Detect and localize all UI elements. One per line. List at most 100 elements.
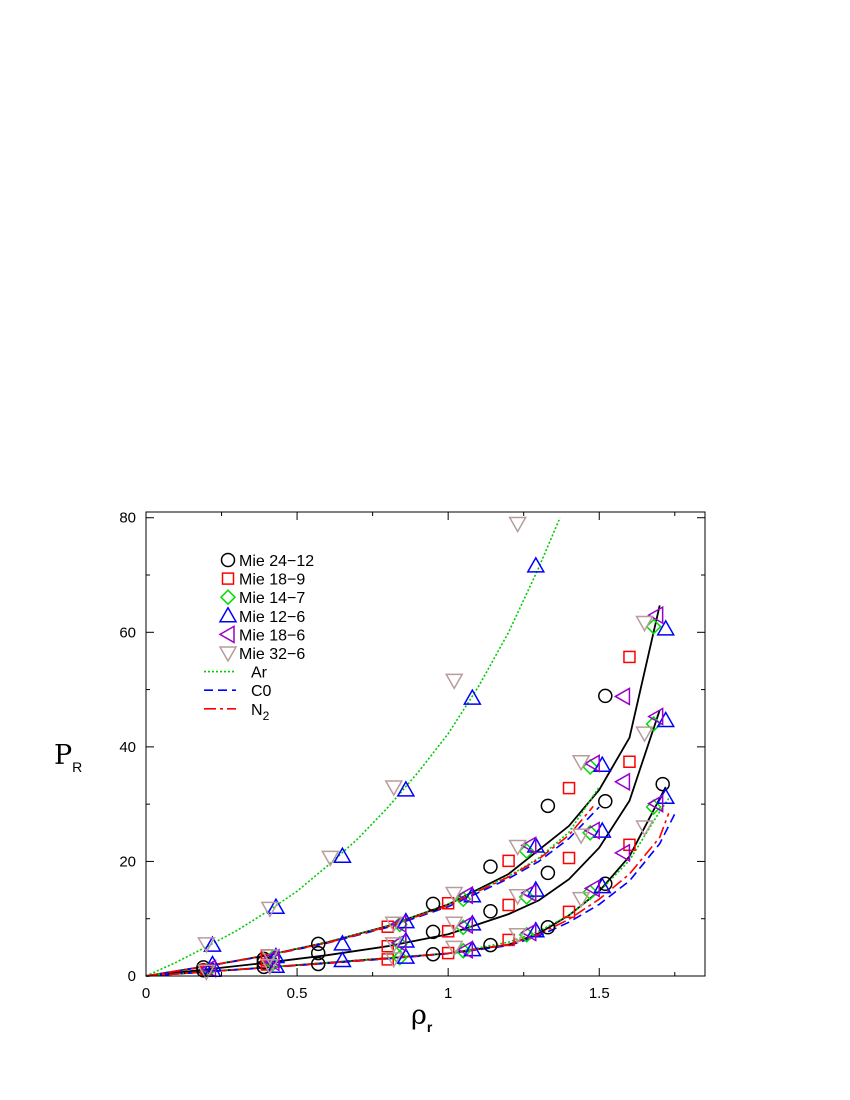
- x-axis-title: ρr: [411, 1000, 433, 1035]
- x-axis-title-main: ρ: [411, 1000, 427, 1031]
- legend-label-ar: Ar: [251, 665, 268, 682]
- point-mie-32-6: [321, 850, 340, 867]
- point-mie-18-9: [562, 851, 576, 865]
- point-mie-32-6: [444, 673, 464, 690]
- legend-label-main: N: [251, 702, 263, 719]
- point-mie-18-6: [583, 879, 600, 898]
- point-mie-18-6: [520, 923, 537, 942]
- point-mie-32-6: [571, 828, 591, 845]
- point-mie-32-6: [635, 726, 654, 743]
- point-mie-24-12: [310, 945, 326, 961]
- legend-marker-mie-14-7: [219, 589, 237, 606]
- y-tick-label: 80: [119, 510, 136, 527]
- legend-label-c0: C0: [251, 683, 272, 700]
- legend-label-mie-18-9: Mie 18−9: [239, 572, 305, 589]
- point-mie-18-9: [502, 854, 515, 868]
- point-mie-18-6: [613, 843, 631, 863]
- point-mie-14-7: [391, 949, 408, 966]
- point-mie-12-6: [203, 955, 222, 972]
- point-mie-32-6: [508, 928, 527, 945]
- legend-marker-mie-32-6: [218, 646, 238, 663]
- point-mie-18-6: [613, 772, 631, 792]
- x-axis-title-sub: r: [427, 1019, 433, 1035]
- x-tick-label: 1: [444, 985, 452, 1002]
- point-mie-18-9: [562, 781, 576, 795]
- legend-label-main: C0: [251, 683, 272, 700]
- point-mie-12-6: [592, 755, 612, 772]
- series-line-ar-middle: [145, 786, 600, 977]
- axes: 0 0.5 1 1.5 0 20 40 60 80: [119, 510, 705, 1002]
- y-axis-title: PR: [54, 740, 82, 775]
- point-mie-24-12: [425, 924, 441, 940]
- point-mie-32-6: [260, 901, 280, 918]
- point-mie-12-6: [656, 619, 676, 636]
- point-mie-32-6: [508, 839, 527, 857]
- series-line-ar: [145, 517, 561, 977]
- legend-marker-mie-12-6: [218, 606, 238, 623]
- point-mie-32-6: [384, 937, 404, 954]
- point-mie-32-6: [571, 891, 591, 909]
- point-mie-18-6: [583, 754, 600, 773]
- point-mie-18-6: [390, 933, 407, 953]
- plot-lines: [145, 517, 676, 977]
- point-mie-24-12: [540, 865, 556, 881]
- point-mie-18-9: [562, 905, 576, 919]
- point-mie-12-6: [266, 956, 286, 974]
- point-mie-12-6: [266, 897, 286, 915]
- y-tick-label: 40: [119, 739, 136, 756]
- y-tick-label: 60: [119, 624, 136, 641]
- point-mie-24-12: [425, 896, 441, 912]
- point-mie-32-6: [635, 820, 654, 837]
- point-mie-24-12: [598, 794, 613, 809]
- point-mie-32-6: [260, 949, 280, 966]
- point-mie-12-6: [396, 780, 416, 797]
- point-mie-12-6: [333, 934, 352, 951]
- x-tick-label: 0.5: [287, 985, 308, 1002]
- point-mie-24-12: [310, 956, 326, 972]
- legend-marker-mie-18-9: [221, 572, 235, 585]
- point-mie-12-6: [656, 711, 676, 728]
- legend-label-mie-18-6: Mie 18−6: [239, 627, 305, 644]
- legend-label-mie-32-6: Mie 32−6: [239, 646, 305, 663]
- point-mie-14-7: [582, 758, 599, 775]
- point-mie-18-6: [647, 794, 664, 813]
- point-mie-12-6: [396, 947, 416, 964]
- point-mie-18-6: [456, 885, 474, 905]
- point-mie-12-6: [526, 556, 546, 573]
- point-mie-18-6: [199, 959, 217, 978]
- point-mie-24-12: [540, 798, 556, 814]
- y-tick-label: 0: [128, 968, 136, 985]
- point-mie-32-6: [571, 755, 591, 772]
- point-mie-12-6: [203, 935, 222, 952]
- point-mie-12-6: [463, 688, 482, 705]
- point-mie-32-6: [384, 780, 404, 797]
- point-mie-18-6: [456, 940, 474, 959]
- point-mie-32-6: [635, 615, 654, 633]
- point-mie-18-6: [583, 821, 600, 840]
- point-mie-24-12: [540, 920, 556, 935]
- point-mie-24-12: [425, 946, 441, 962]
- point-mie-24-12: [310, 936, 326, 952]
- point-mie-12-6: [592, 877, 612, 894]
- point-mie-24-12: [483, 859, 498, 874]
- legend-label-main: Ar: [251, 665, 268, 682]
- series-line-n2: [145, 805, 594, 977]
- legend-label-mie-12-6: Mie 12−6: [239, 609, 305, 626]
- point-mie-18-6: [520, 836, 537, 855]
- point-mie-18-6: [613, 687, 631, 706]
- point-mie-24-12: [655, 776, 670, 792]
- point-mie-32-6: [444, 886, 464, 904]
- point-mie-18-9: [623, 650, 636, 664]
- plot-points: [196, 516, 676, 981]
- point-mie-12-6: [333, 951, 352, 968]
- y-axis-title-sub: R: [72, 759, 82, 775]
- x-tick-label: 1.5: [589, 985, 610, 1002]
- point-mie-12-6: [592, 821, 612, 838]
- point-mie-18-6: [647, 605, 664, 625]
- point-mie-18-6: [456, 915, 474, 935]
- point-mie-14-7: [582, 884, 599, 901]
- point-mie-32-6: [197, 964, 216, 981]
- point-mie-32-6: [444, 940, 464, 957]
- point-mie-24-12: [483, 904, 498, 919]
